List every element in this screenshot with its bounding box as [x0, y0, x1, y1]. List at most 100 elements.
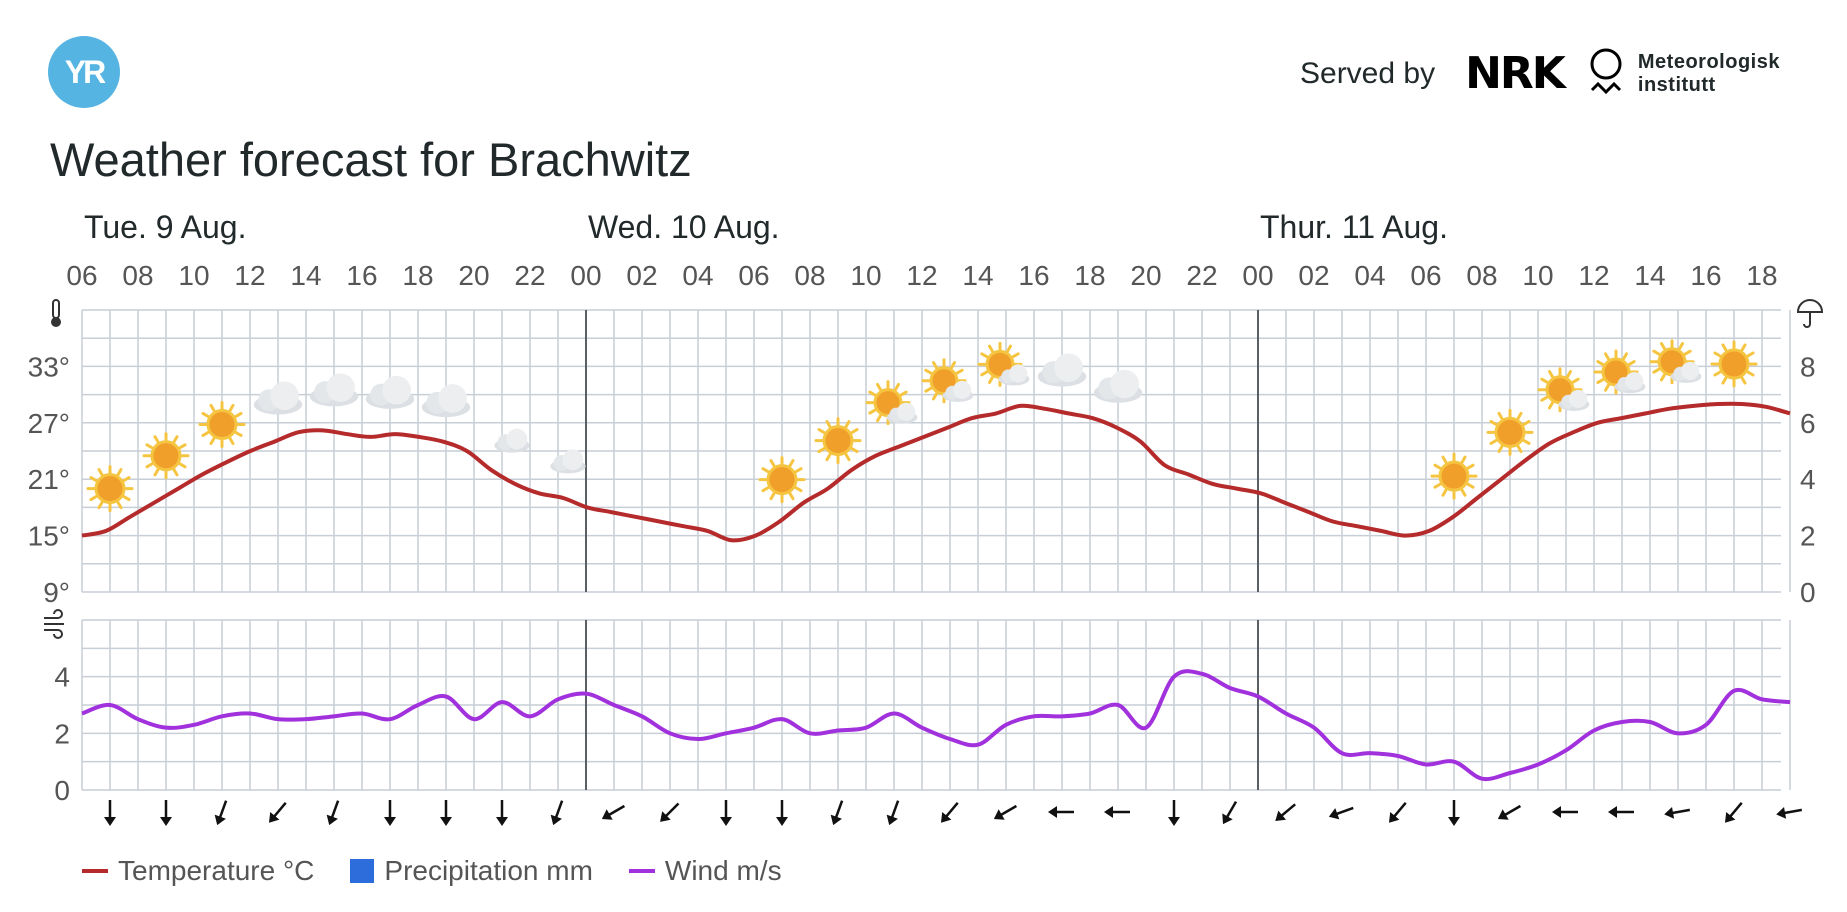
sun-ray [1466, 463, 1475, 470]
wind-arrow-head [1222, 813, 1233, 825]
temp-tick-label: 15° [28, 521, 70, 552]
wind-arrow-head [1497, 809, 1509, 820]
cloud-shape [897, 402, 916, 421]
wind-direction-arrow [1552, 806, 1578, 818]
sun-ray [116, 500, 123, 510]
wind-direction-arrow [1448, 800, 1460, 826]
sun-ray [844, 452, 851, 462]
hour-tick-label: 06 [1410, 260, 1441, 291]
sun-ray [899, 390, 908, 397]
wind-arrow-head [269, 811, 280, 823]
sun-disc [822, 425, 854, 457]
sun-ray [172, 435, 179, 444]
sun-ray [178, 462, 187, 469]
hour-tick-label: 00 [1242, 260, 1273, 291]
sun-ray [817, 428, 826, 435]
wind-arrow-head [601, 809, 613, 820]
sun-ray [1466, 482, 1475, 489]
moon-shape [1332, 469, 1347, 498]
sun-ray [172, 468, 179, 477]
wind-arrow-head [1725, 811, 1736, 823]
sun-ray [868, 390, 877, 397]
sun-ray [201, 411, 210, 418]
wind-arrow-head [550, 814, 562, 826]
legend-item-precipitation[interactable]: Precipitation mm [350, 855, 593, 887]
hour-tick-label: 16 [1690, 260, 1721, 291]
wind-direction-arrow [160, 800, 172, 826]
cloud-shape [506, 428, 528, 450]
wind-direction-arrow [1104, 806, 1130, 818]
sun-ray [1622, 352, 1628, 361]
cloud-shape [270, 381, 299, 411]
cloud-icon [1037, 353, 1087, 387]
nrk-logo[interactable]: NRK [1465, 48, 1566, 99]
yr-logo[interactable]: YR [48, 36, 120, 108]
wind-direction-arrow [1048, 806, 1074, 818]
hour-tick-label: 08 [122, 260, 153, 291]
wind-arrow-head [1552, 806, 1561, 818]
hour-tick-label: 22 [1186, 260, 1217, 291]
moon-shape [1276, 449, 1291, 478]
sun-ray [1678, 342, 1684, 351]
thermometer-icon-bulb [51, 317, 61, 327]
moon-shape [604, 458, 619, 487]
wind-arrow-head [1275, 810, 1287, 821]
cloud-shape [953, 380, 972, 400]
hour-tick-label: 12 [1578, 260, 1609, 291]
sun-ray [1740, 343, 1747, 352]
wind-arrow-head [1448, 817, 1460, 826]
wind-arrow-head [1048, 806, 1057, 818]
temp-tick-label: 9° [43, 577, 70, 608]
wind-direction-arrow [440, 800, 452, 826]
wind-direction-arrow [104, 800, 116, 826]
sun-ray [1497, 444, 1504, 453]
wind-direction-arrow [660, 802, 680, 822]
hour-tick-label: 20 [458, 260, 489, 291]
sun-ray [1548, 401, 1554, 410]
sun-ray [1627, 360, 1636, 367]
wind-arrow-head [1328, 808, 1340, 820]
sun-ray [1746, 351, 1755, 358]
wind-arrow-head [214, 814, 226, 826]
wind-direction-arrow [1776, 806, 1803, 819]
sun-disc [1718, 348, 1750, 380]
sun-ray [1652, 367, 1661, 374]
sun-ray [1713, 351, 1722, 358]
sun-cloud-icon [865, 380, 918, 426]
legend-label-precipitation: Precipitation mm [384, 855, 593, 886]
cloud-shape [562, 449, 584, 471]
sun-ray [788, 459, 795, 468]
wind-direction-arrow [214, 800, 228, 826]
yr-logo-wrapper[interactable]: YR [48, 36, 120, 108]
legend-item-temperature[interactable]: Temperature °C [82, 855, 314, 887]
precip-tick-label: 0 [1800, 577, 1816, 608]
sun-ray [145, 462, 154, 469]
cloud-shape [382, 375, 411, 405]
umbrella-icon-canopy [1796, 299, 1824, 313]
temp-tick-label: 33° [28, 351, 70, 382]
wind-arrow-head [830, 814, 842, 826]
temp-tick-label: 21° [28, 464, 70, 495]
moon-cloud-icon [487, 418, 530, 453]
sun-ray [122, 495, 131, 502]
moon-shape [1388, 480, 1403, 509]
page-title: Weather forecast for Brachwitz [50, 133, 692, 186]
sun-ray [1571, 377, 1580, 384]
hour-tick-label: 20 [1130, 260, 1161, 291]
cloud-icon [421, 384, 471, 418]
sun-ray [924, 386, 933, 393]
sun-ray [234, 411, 243, 418]
sun-ray [1660, 373, 1666, 382]
sun-ray [89, 495, 98, 502]
hour-tick-label: 16 [1018, 260, 1049, 291]
sun-ray [153, 468, 160, 477]
sun-ray [1721, 376, 1728, 385]
sun-ray [1566, 370, 1572, 379]
wind-tick-label: 2 [54, 718, 70, 749]
sun-disc [1494, 416, 1526, 448]
wind-line [81, 669, 1791, 782]
legend-item-wind[interactable]: Wind m/s [628, 855, 782, 887]
met-logo[interactable]: Meteorologisk institutt [1588, 46, 1780, 102]
hour-tick-label: 14 [290, 260, 321, 291]
hour-tick-label: 14 [1634, 260, 1665, 291]
